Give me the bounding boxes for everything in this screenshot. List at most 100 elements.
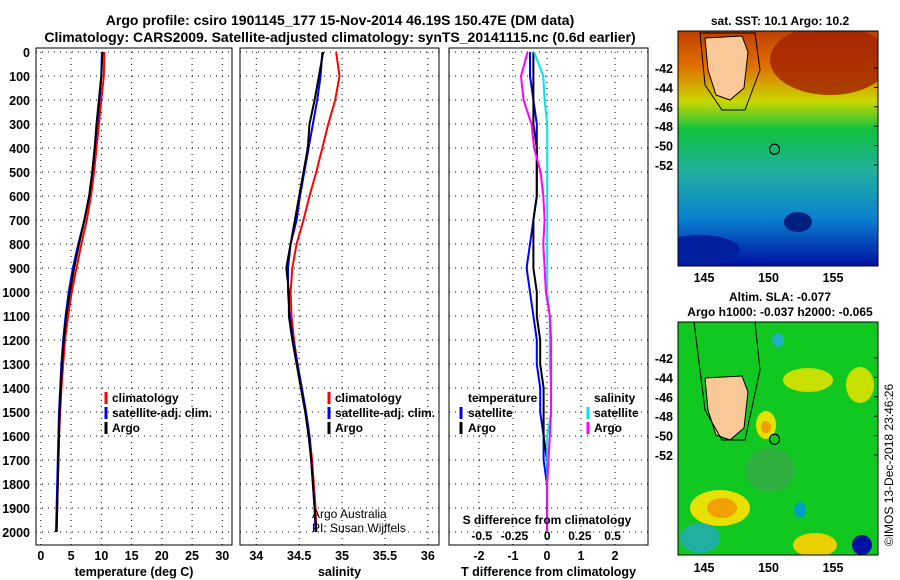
legend-label: climatology [335, 391, 402, 405]
lat-tick-label: -50 [655, 140, 673, 154]
series-line-t-satellite [525, 52, 548, 532]
y-tick-label: 600 [9, 190, 30, 204]
y-tick-label: 700 [9, 214, 30, 228]
x-tick-label: 0 [37, 549, 44, 563]
x-axis-label: temperature (deg C) [75, 565, 194, 579]
s-difference-label: S difference from climatology [463, 513, 632, 527]
sla-map-title-2: Argo h1000: -0.037 h2000: -0.065 [687, 305, 873, 319]
x-tick-label: 1 [578, 549, 585, 563]
annotation-pi: PI: Susan Wijffels [312, 521, 406, 535]
legend-title-salinity: salinity [594, 391, 636, 405]
x-tick-label: 20 [155, 549, 169, 563]
x-tick-label: 10 [94, 549, 108, 563]
s-tick-label: 0.25 [568, 529, 592, 543]
x-tick-label: 34 [249, 549, 263, 563]
x-tick-label: 34.5 [287, 549, 311, 563]
legend-label: Argo [112, 421, 140, 435]
x-tick-label: 36 [421, 549, 435, 563]
y-tick-label: 0 [23, 46, 30, 60]
lat-tick-label: -44 [655, 371, 673, 385]
x-tick-label: 30 [215, 549, 229, 563]
legend-label: Argo [594, 421, 622, 435]
y-tick-label: 400 [9, 142, 30, 156]
series-line-s-satellite [533, 51, 553, 532]
lat-tick-label: -42 [655, 62, 673, 76]
temperature-legend: climatology satellite-adj. clim. Argo [104, 391, 212, 435]
bathymetry-contour [693, 322, 761, 441]
legend-label: satellite [468, 406, 513, 420]
y-tick-label: 2000 [2, 526, 30, 540]
y-tick-label: 100 [9, 70, 30, 84]
lon-tick-label: 150 [758, 271, 779, 285]
legend-title-temperature: temperature [468, 391, 538, 405]
series-line-t-argo [532, 52, 548, 532]
profile-location-marker [768, 143, 781, 155]
sla-map-frame [677, 321, 879, 556]
lat-tick-label: -52 [655, 449, 673, 463]
salinity-legend: climatology satellite-adj. clim. Argo Ar… [312, 391, 435, 535]
title-line-1: Argo profile: csiro 1901145_177 15-Nov-2… [106, 12, 574, 28]
lon-tick-label: 145 [694, 271, 715, 285]
panel-frame [448, 47, 649, 546]
sla-map [678, 322, 878, 555]
s-tick-label: -0.25 [501, 529, 529, 543]
panel-frame [239, 47, 440, 546]
lat-tick-label: -50 [655, 430, 673, 444]
x-tick-label: 25 [185, 549, 199, 563]
y-tick-label: 1000 [2, 286, 30, 300]
salinity-panel: 34 34.5 35 35.5 36 salinity [239, 47, 440, 579]
lat-tick-label: -46 [655, 391, 673, 405]
legend-label: Argo [335, 421, 363, 435]
lat-tick-label: -44 [655, 81, 673, 95]
x-tick-label: -2 [473, 549, 484, 563]
lon-tick-label: 150 [758, 561, 779, 575]
series-line-s-argo [519, 51, 553, 532]
sst-map-title: sat. SST: 10.1 Argo: 10.2 [711, 14, 850, 28]
x-tick-label: 35 [335, 549, 349, 563]
y-tick-label: 1800 [2, 478, 30, 492]
panel-frame [35, 47, 233, 546]
lat-tick-label: -48 [655, 120, 673, 134]
x-tick-label: 0 [543, 549, 550, 563]
y-tick-label: 300 [9, 118, 30, 132]
y-tick-label: 1500 [2, 406, 30, 420]
tasmania-land [704, 35, 749, 101]
difference-panel: -2 -1 0 1 2 T difference from climatology -0.5… [448, 47, 649, 579]
y-tick-label: 1400 [2, 382, 30, 396]
legend-label: satellite [594, 406, 639, 420]
s-tick-label: -0.5 [471, 529, 492, 543]
y-tick-label: 800 [9, 238, 30, 252]
sla-map-title-1: Altim. SLA: -0.077 [729, 290, 831, 304]
lon-tick-label: 155 [823, 561, 844, 575]
bathymetry-contour [699, 32, 761, 111]
y-tick-label: 1200 [2, 334, 30, 348]
y-tick-label: 1100 [3, 310, 30, 324]
x-tick-label: 2 [612, 549, 619, 563]
lat-tick-label: -46 [655, 101, 673, 115]
x-axis-label: salinity [318, 565, 361, 579]
y-tick-label: 900 [9, 262, 30, 276]
legend-label: climatology [112, 391, 179, 405]
temperature-panel: 0 5 10 15 20 25 300100200300400500600700800900… [2, 46, 233, 579]
y-tick-label: 200 [9, 94, 30, 108]
lon-tick-label: 145 [694, 561, 715, 575]
y-tick-label: 1900 [2, 502, 30, 516]
lon-tick-label: 155 [823, 271, 844, 285]
y-tick-label: 1300 [2, 358, 30, 372]
legend-label: Argo [468, 421, 496, 435]
footer-credit: ©IMOS 13-Dec-2018 23:46:26 [882, 384, 896, 547]
profile-location-marker [768, 433, 781, 445]
y-tick-label: 1600 [2, 430, 30, 444]
difference-legend: temperature satellite Argo salinity sate… [459, 391, 639, 527]
s-tick-label: 0.5 [604, 529, 621, 543]
x-tick-label: 5 [68, 549, 75, 563]
lat-tick-label: -48 [655, 410, 673, 424]
y-tick-label: 1700 [2, 454, 30, 468]
s-tick-label: 0 [544, 529, 551, 543]
x-tick-label: 35.5 [373, 549, 397, 563]
title-line-2: Climatology: CARS2009. Satellite-adjuste… [44, 29, 635, 45]
lat-tick-label: -52 [655, 159, 673, 173]
y-tick-label: 500 [9, 166, 30, 180]
tasmania-land [704, 375, 749, 441]
